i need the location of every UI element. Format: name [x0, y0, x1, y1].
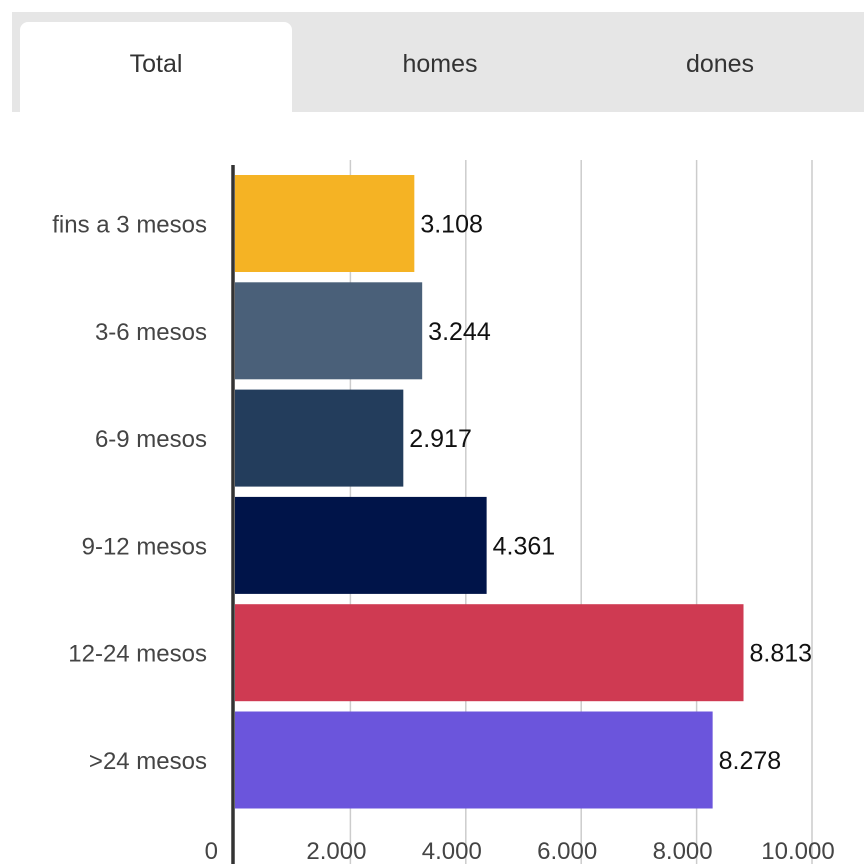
category-label: 6-9 mesos	[95, 426, 207, 453]
category-label: >24 mesos	[89, 748, 207, 775]
x-tick-label: 10.000	[761, 838, 834, 864]
category-label: 12-24 mesos	[68, 641, 207, 668]
category-label: 9-12 mesos	[82, 533, 207, 560]
value-label: 2.917	[409, 425, 472, 453]
bar[interactable]	[235, 604, 744, 702]
tab-homes[interactable]: homes	[402, 50, 478, 78]
tab-dones[interactable]: dones	[685, 50, 755, 78]
bar[interactable]	[235, 389, 404, 487]
value-label: 8.813	[750, 640, 813, 668]
value-label: 3.108	[420, 211, 483, 239]
x-tick-label: 4.000	[422, 838, 482, 864]
bar[interactable]	[235, 175, 415, 272]
x-tick-label: 0	[205, 838, 218, 864]
x-tick-label: 2.000	[306, 838, 366, 864]
bar[interactable]	[235, 711, 713, 809]
value-label: 8.278	[719, 747, 782, 775]
bar[interactable]	[235, 496, 487, 594]
category-label: fins a 3 mesos	[52, 212, 207, 239]
tab-total[interactable]: Total	[20, 22, 292, 112]
category-label: 3-6 mesos	[95, 319, 207, 346]
value-label: 4.361	[493, 532, 556, 560]
x-tick-label: 6.000	[537, 838, 597, 864]
tab-bar: Total homes dones	[12, 12, 864, 112]
value-label: 3.244	[428, 318, 491, 346]
bar[interactable]	[235, 282, 423, 380]
x-tick-label: 8.000	[653, 838, 713, 864]
